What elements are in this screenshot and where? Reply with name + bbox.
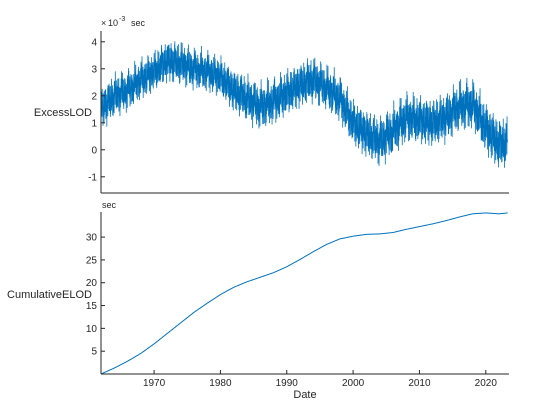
cumulative-elod-y-tick-label: 20	[86, 278, 98, 289]
cumulative-elod-line	[100, 212, 508, 375]
excess-lod-y-tick-label: 4	[91, 37, 97, 48]
date-x-ticks: 1970 1980 1990 2000 2010 2020	[143, 370, 497, 389]
cumulative-elod-y-tick-label: 15	[86, 301, 98, 312]
excess-lod-y-tick-label: 3	[91, 64, 97, 75]
excess-lod-y-ticks: -1 0 1 2 3 4	[88, 37, 105, 183]
cumulative-elod-y-tick-label: 5	[91, 347, 97, 358]
date-x-tick-label: 2000	[342, 378, 365, 389]
excess-lod-y-tick-label: -1	[88, 172, 97, 183]
unit-base: 10	[108, 18, 118, 28]
cumulative-elod-y-tick-label: 30	[86, 233, 98, 244]
cumulative-elod-y-ticks: 5 10 15 20 25 30	[86, 233, 105, 358]
excess-lod-line	[100, 41, 509, 168]
excess-lod-y-tick-label: 2	[91, 91, 97, 102]
cumulative-elod-unit-label: sec	[102, 200, 117, 210]
unit-multiplier-sign: ×	[101, 18, 106, 28]
cumulative-elod-panel: 5 10 15 20 25 30 1970 1980 1990 2000 2010 2020 Cum…	[7, 200, 509, 401]
date-x-tick-label: 1980	[209, 378, 232, 389]
excess-lod-unit-label: × 10 -3 sec	[101, 16, 146, 28]
cumulative-elod-y-tick-label: 25	[86, 255, 98, 266]
date-x-tick-label: 2010	[408, 378, 431, 389]
excess-lod-panel: -1 0 1 2 3 4 ExcessLOD × 10 -3 sec	[34, 16, 509, 194]
unit-exponent: -3	[119, 16, 125, 23]
date-x-tick-label: 1990	[276, 378, 299, 389]
cumulative-elod-y-tick-label: 10	[86, 324, 98, 335]
date-x-tick-label: 1970	[143, 378, 166, 389]
cumulative-elod-y-label: CumulativeELOD	[7, 289, 92, 301]
unit-text: sec	[131, 18, 146, 28]
date-x-tick-label: 2020	[475, 378, 498, 389]
excess-lod-y-label: ExcessLOD	[34, 107, 92, 119]
x-axis-label: Date	[293, 389, 316, 401]
excess-lod-y-tick-label: 1	[91, 118, 97, 129]
excess-lod-y-tick-label: 0	[91, 145, 97, 156]
